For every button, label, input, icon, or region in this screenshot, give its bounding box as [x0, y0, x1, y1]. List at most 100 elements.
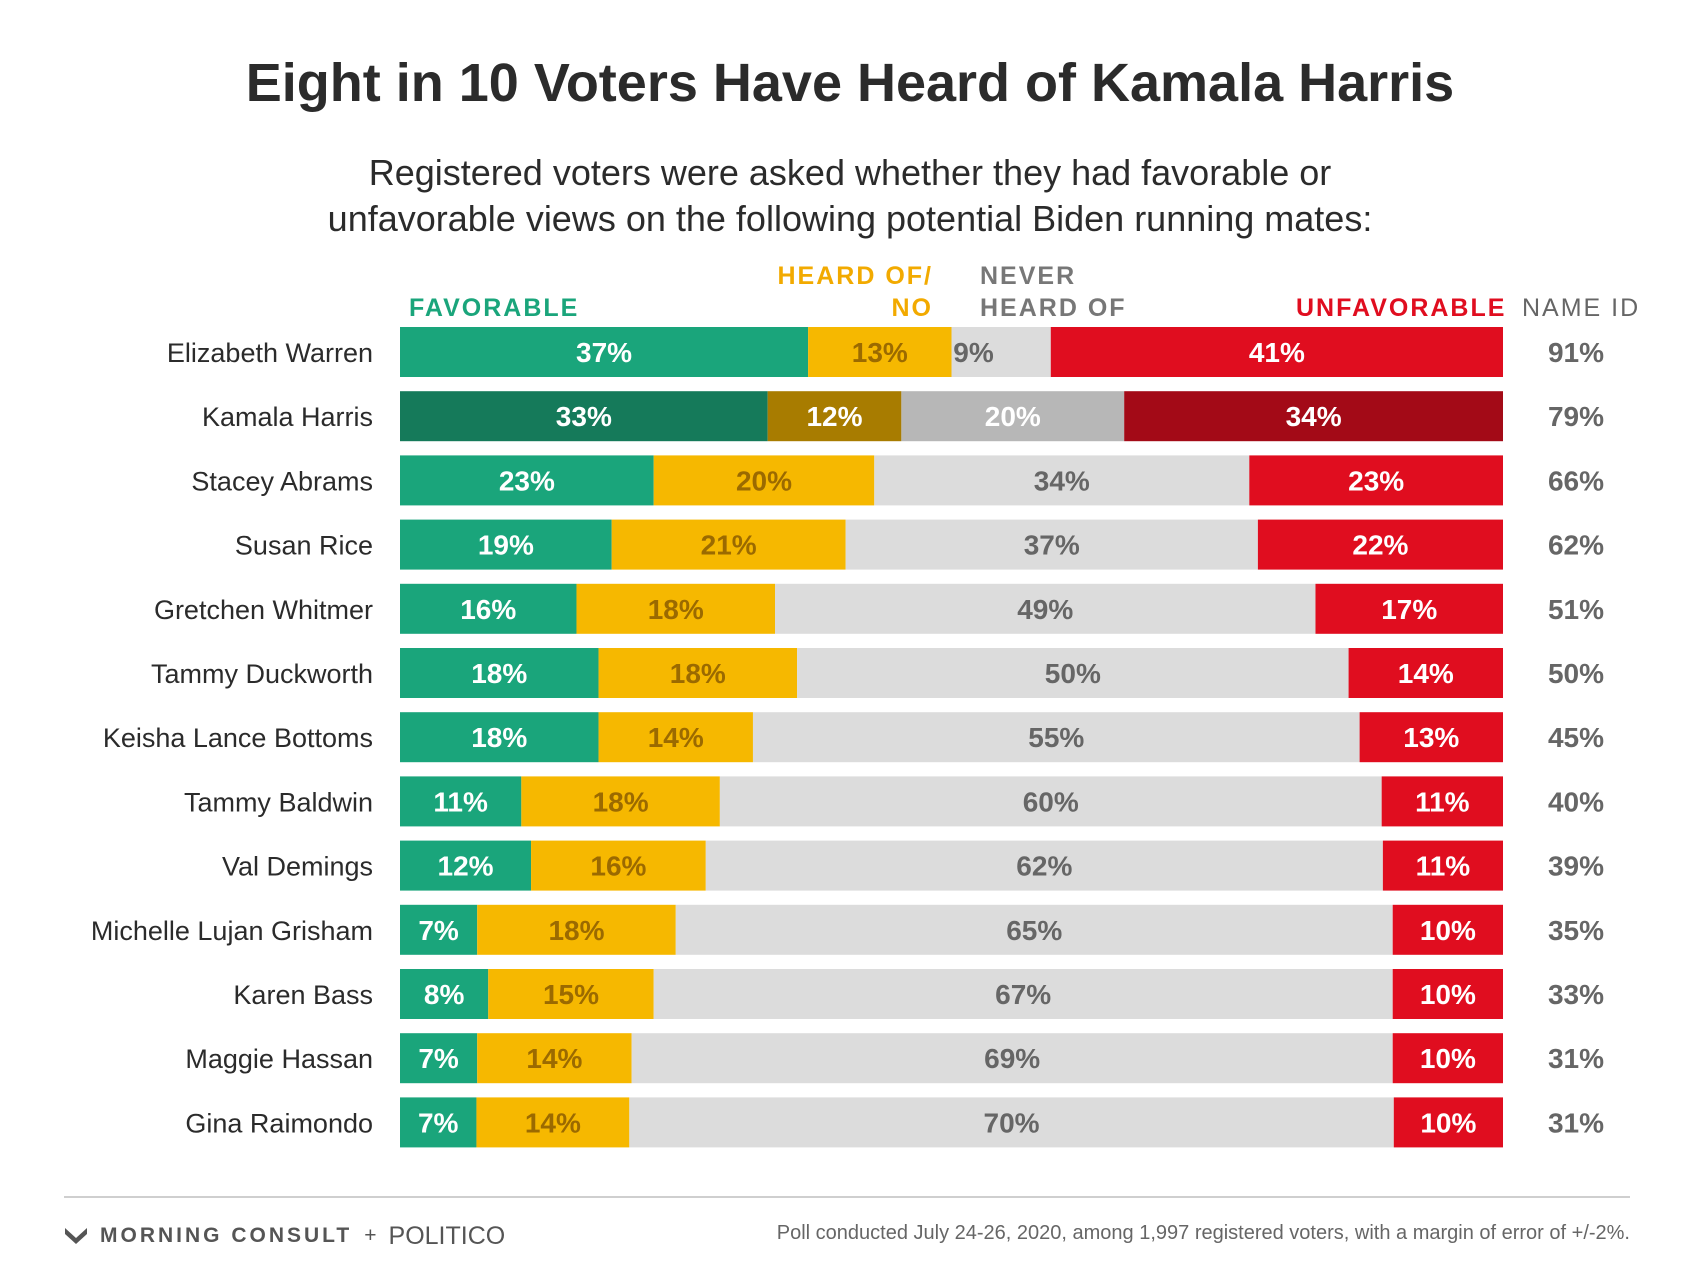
value-label-favorable: 12%	[438, 851, 494, 882]
name-id-value: 66%	[1548, 465, 1604, 496]
bar-never-heard	[675, 904, 1393, 955]
bar-never-heard	[653, 969, 1393, 1019]
bar-favorable	[400, 904, 478, 955]
bar-favorable	[400, 455, 654, 506]
bar-never-heard	[752, 712, 1360, 763]
value-label-favorable: 33%	[556, 401, 612, 432]
row-label: Elizabeth Warren	[167, 338, 373, 368]
value-label-never-heard: 62%	[1016, 851, 1072, 882]
value-label-heard-of: 18%	[648, 594, 704, 625]
value-label-unfavorable: 10%	[1420, 1107, 1476, 1138]
value-label-heard-of: 15%	[543, 979, 599, 1010]
chart-title: Eight in 10 Voters Have Heard of Kamala …	[245, 53, 1455, 113]
value-label-favorable: 19%	[478, 530, 534, 561]
row-label: Keisha Lance Bottoms	[103, 723, 373, 753]
footer-logos: MORNING CONSULT + POLITICO	[64, 1221, 505, 1251]
bar-unfavorable	[1382, 840, 1503, 891]
name-id-value: 40%	[1548, 786, 1604, 817]
bar-heard-of	[653, 455, 875, 506]
name-id-value: 79%	[1548, 401, 1604, 432]
value-label-unfavorable: 11%	[1416, 851, 1471, 882]
subtitle-line-2: unfavorable views on the following poten…	[327, 198, 1373, 239]
value-label-heard-of: 16%	[590, 851, 646, 882]
value-label-never-heard: 50%	[1045, 658, 1101, 689]
bar-unfavorable	[1392, 1033, 1503, 1084]
name-id-value: 31%	[1548, 1043, 1604, 1074]
row-label: Karen Bass	[233, 980, 373, 1010]
bar-heard-of	[531, 840, 706, 891]
name-id-value: 51%	[1548, 594, 1604, 625]
morning-consult-logo: MORNING CONSULT	[100, 1224, 353, 1247]
value-label-heard-of: 18%	[548, 915, 604, 946]
bar-heard-of	[767, 391, 902, 442]
legend-favorable: FAVORABLE	[409, 294, 580, 322]
value-label-favorable: 7%	[418, 915, 459, 946]
logo-plus: +	[364, 1224, 377, 1247]
value-label-never-heard: 67%	[995, 979, 1051, 1010]
bar-never-heard	[797, 648, 1349, 698]
value-label-never-heard: 37%	[1024, 530, 1080, 561]
stacked-bar-chart: Elizabeth Warren 37% 13% 9% 41% 91% Kamala Har…	[91, 327, 1604, 1148]
bar-heard-of	[611, 519, 846, 570]
row-label: Gretchen Whitmer	[154, 595, 373, 625]
value-label-unfavorable: 14%	[1398, 658, 1454, 689]
bar-heard-of	[598, 648, 798, 698]
value-label-never-heard: 69%	[984, 1043, 1040, 1074]
name-id-value: 91%	[1548, 337, 1604, 368]
value-label-never-heard: 49%	[1017, 594, 1073, 625]
value-label-never-heard: 34%	[1034, 465, 1090, 496]
bar-unfavorable	[1257, 519, 1503, 570]
bar-never-heard	[631, 1033, 1393, 1084]
value-label-heard-of: 12%	[806, 401, 862, 432]
value-label-never-heard: 9%	[953, 337, 994, 368]
morning-consult-logo-icon	[65, 1228, 87, 1244]
bar-heard-of	[477, 1033, 632, 1084]
bar-favorable	[400, 648, 599, 698]
value-label-never-heard: 55%	[1028, 722, 1084, 753]
name-id-value: 33%	[1548, 979, 1604, 1010]
bar-favorable	[400, 519, 612, 570]
bar-favorable	[400, 1033, 478, 1084]
bar-favorable	[400, 1097, 477, 1148]
name-id-value: 62%	[1548, 530, 1604, 561]
value-label-heard-of: 18%	[670, 658, 726, 689]
value-label-never-heard: 65%	[1006, 915, 1062, 946]
footer-divider	[64, 1196, 1630, 1198]
value-label-favorable: 16%	[460, 594, 516, 625]
bar-never-heard	[845, 519, 1258, 570]
bar-unfavorable	[1249, 455, 1503, 506]
bar-unfavorable	[1393, 1097, 1503, 1148]
bar-unfavorable	[1392, 969, 1503, 1019]
bar-favorable	[400, 391, 768, 442]
bar-heard-of	[477, 904, 676, 955]
row-label: Gina Raimondo	[185, 1108, 373, 1138]
value-label-heard-of: 20%	[736, 465, 792, 496]
bar-favorable	[400, 840, 532, 891]
bar-favorable	[400, 712, 599, 763]
row-label: Tammy Baldwin	[184, 787, 373, 817]
politico-logo: POLITICO	[388, 1221, 506, 1250]
value-label-unfavorable: 10%	[1420, 979, 1476, 1010]
value-label-favorable: 23%	[499, 465, 555, 496]
row-label: Michelle Lujan Grisham	[91, 916, 373, 946]
row-label: Tammy Duckworth	[151, 659, 373, 689]
value-label-heard-of: 14%	[525, 1107, 581, 1138]
name-id-value: 45%	[1548, 722, 1604, 753]
bar-heard-of	[576, 583, 776, 634]
legend-unfavorable: UNFAVORABLE	[1296, 294, 1507, 322]
legend-never-heard: NEVER HEARD OF	[980, 262, 1127, 322]
value-label-favorable: 7%	[418, 1043, 459, 1074]
value-label-unfavorable: 22%	[1352, 530, 1408, 561]
value-label-unfavorable: 11%	[1415, 786, 1470, 817]
value-label-heard-of: 13%	[852, 337, 908, 368]
bar-unfavorable	[1359, 712, 1503, 763]
bar-unfavorable	[1315, 583, 1503, 634]
bar-favorable	[400, 327, 809, 377]
poll-note: Poll conducted July 24-26, 2020, among 1…	[776, 1222, 1630, 1244]
value-label-unfavorable: 10%	[1420, 1043, 1476, 1074]
bar-unfavorable	[1348, 648, 1503, 698]
bar-heard-of	[808, 327, 952, 377]
chart-subtitle: Registered voters were asked whether the…	[250, 150, 1450, 242]
bar-heard-of	[598, 712, 753, 763]
value-label-heard-of: 21%	[701, 530, 757, 561]
